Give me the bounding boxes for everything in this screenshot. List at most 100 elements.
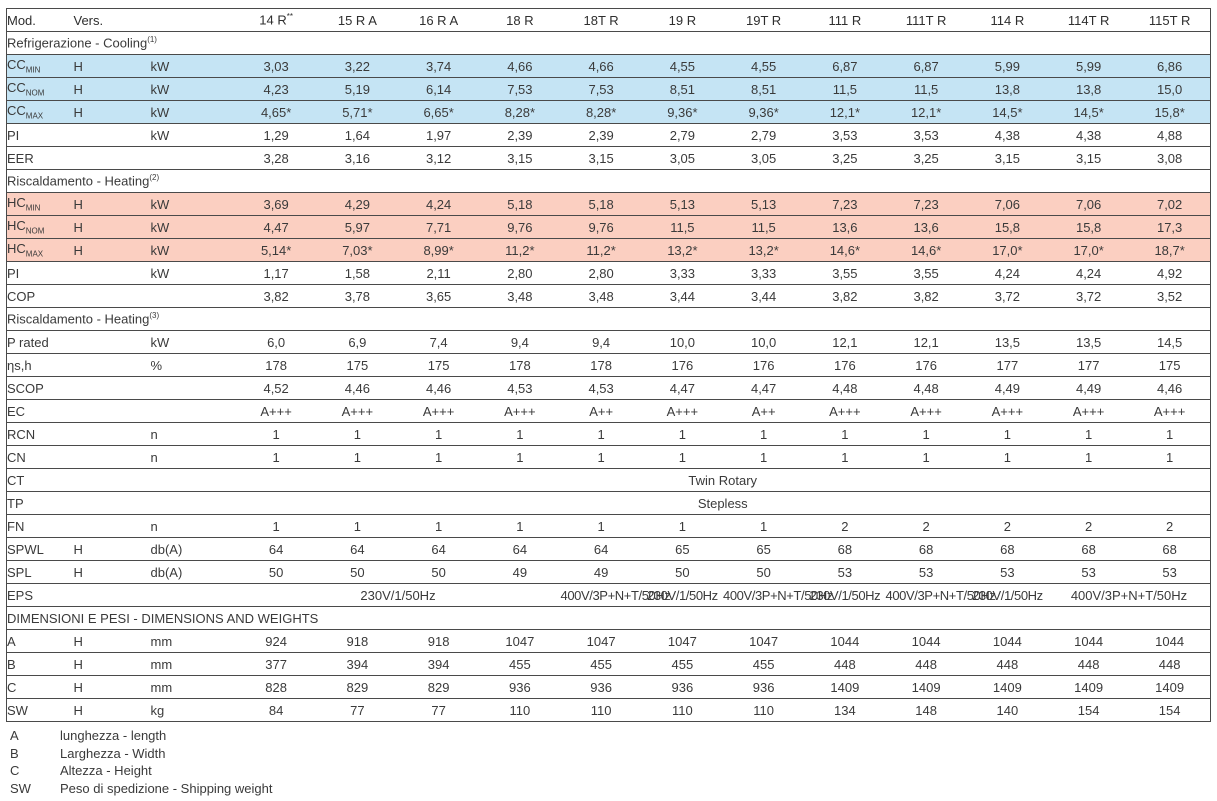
row-label: CN: [6, 445, 74, 469]
value-cell: 5,14*: [235, 238, 317, 262]
vers-cell: [73, 123, 151, 147]
value-cell: 10,0: [723, 330, 805, 354]
value-cell: 918: [316, 629, 398, 653]
value-cell: 15,8*: [1129, 100, 1211, 124]
value-cell: 4,46: [398, 376, 480, 400]
value-cell: 12,1*: [885, 100, 967, 124]
value-cell: 50: [723, 560, 805, 584]
value-cell: 1: [1048, 422, 1130, 446]
value-cell: 5,13: [641, 192, 723, 216]
table-row: Riscaldamento - Heating(3): [6, 307, 1211, 331]
value-cell: 3,48: [479, 284, 561, 308]
value-cell: 1: [885, 445, 967, 469]
value-cell: 17,3: [1129, 215, 1211, 239]
value-cell: 4,49: [1048, 376, 1130, 400]
legend-row: C Altezza - Height: [10, 762, 1217, 780]
value-cell: 829: [398, 675, 480, 699]
row-label: B: [6, 652, 74, 676]
row-label: CCMAX: [6, 100, 74, 124]
value-cell: 5,18: [560, 192, 642, 216]
header-vers: Vers.: [73, 8, 151, 32]
value-cell: 1: [804, 422, 886, 446]
eps-cell: 230V/1/50Hz: [804, 583, 886, 607]
vers-cell: [73, 261, 151, 285]
value-cell: 1047: [723, 629, 805, 653]
vers-cell: H: [73, 77, 151, 101]
value-cell: 448: [885, 652, 967, 676]
value-cell: 3,15: [479, 146, 561, 170]
value-cell: 5,99: [966, 54, 1048, 78]
value-cell: 178: [560, 353, 642, 377]
table-row: EC A+++ A+++ A+++ A+++ A++ A+++ A++ A+++ A+++ A+++…: [6, 399, 1211, 423]
value-cell: 175: [316, 353, 398, 377]
eps-cell: 400V/3P+N+T/50Hz: [1048, 583, 1211, 607]
row-label: CCMIN: [6, 54, 74, 78]
value-cell: 49: [560, 560, 642, 584]
unit-cell: kW: [150, 192, 236, 216]
value-cell: 177: [1048, 353, 1130, 377]
label-superscript: **: [286, 12, 293, 22]
value-cell: 3,22: [316, 54, 398, 78]
section-label: Refrigerazione - Cooling(1): [6, 31, 1211, 55]
value-cell: 1044: [966, 629, 1048, 653]
value-cell: 3,05: [641, 146, 723, 170]
unit-cell: [150, 399, 236, 423]
value-cell: 13,6: [804, 215, 886, 239]
value-cell: 53: [804, 560, 886, 584]
table-row: PI kW 1,29 1,64 1,97 2,39 2,39 2,79 2,79 3,53 3,53…: [6, 123, 1211, 147]
header-model: 19 R: [641, 8, 723, 32]
value-cell: 110: [641, 698, 723, 722]
value-cell: 11,5: [641, 215, 723, 239]
value-cell: 936: [641, 675, 723, 699]
row-label: HCMAX: [6, 238, 74, 262]
value-cell: 4,24: [398, 192, 480, 216]
value-cell: 5,71*: [316, 100, 398, 124]
value-cell: 455: [723, 652, 805, 676]
value-cell: 50: [235, 560, 317, 584]
value-cell: 8,51: [723, 77, 805, 101]
value-cell: 1409: [804, 675, 886, 699]
table-row: TP Stepless: [6, 491, 1211, 515]
label-superscript: (3): [149, 311, 160, 321]
value-cell: 9,76: [479, 215, 561, 239]
value-cell: 77: [398, 698, 480, 722]
vers-cell: [73, 445, 151, 469]
value-cell: 176: [641, 353, 723, 377]
value-cell: 394: [398, 652, 480, 676]
value-cell: 50: [398, 560, 480, 584]
value-cell: 5,97: [316, 215, 398, 239]
table-row: SCOP 4,52 4,46 4,46 4,53 4,53 4,47 4,47 4,48 4,48…: [6, 376, 1211, 400]
value-cell: 53: [1048, 560, 1130, 584]
span-value-cell: Stepless: [235, 491, 1211, 515]
value-cell: 14,5*: [1048, 100, 1130, 124]
vers-cell: [73, 514, 151, 538]
vers-cell: [73, 146, 151, 170]
value-cell: 3,33: [723, 261, 805, 285]
eps-cell: 230V/1/50Hz: [235, 583, 561, 607]
value-cell: 11,5: [804, 77, 886, 101]
unit-cell: kW: [150, 215, 236, 239]
value-cell: 3,53: [885, 123, 967, 147]
unit-cell: kW: [150, 261, 236, 285]
value-cell: 3,82: [885, 284, 967, 308]
value-cell: 4,29: [316, 192, 398, 216]
unit-cell: kW: [150, 123, 236, 147]
value-cell: 3,25: [804, 146, 886, 170]
unit-cell: kW: [150, 54, 236, 78]
vers-cell: [73, 491, 151, 515]
value-cell: 68: [885, 537, 967, 561]
value-cell: 2,80: [560, 261, 642, 285]
value-cell: 1: [723, 422, 805, 446]
unit-cell: [150, 376, 236, 400]
label-subscript: NOM: [25, 88, 45, 98]
vers-cell: H: [73, 698, 151, 722]
value-cell: 4,48: [885, 376, 967, 400]
value-cell: 1: [235, 422, 317, 446]
value-cell: 154: [1129, 698, 1211, 722]
value-cell: 53: [966, 560, 1048, 584]
value-cell: 936: [723, 675, 805, 699]
vers-cell: H: [73, 100, 151, 124]
